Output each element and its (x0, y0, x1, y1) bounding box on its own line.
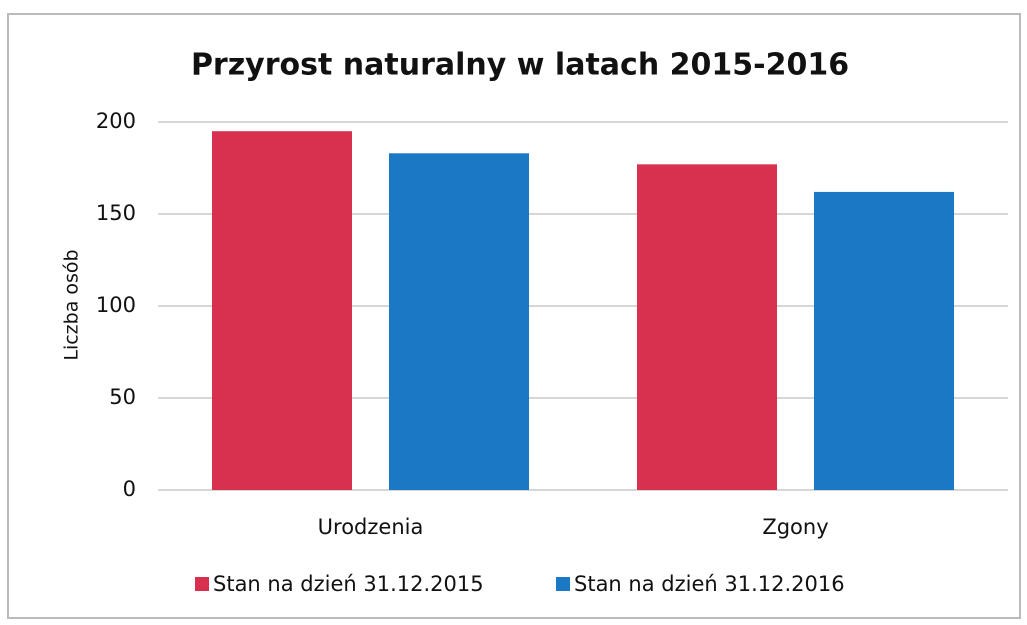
y-tick-label: 50 (109, 385, 136, 409)
y-tick-label: 0 (123, 477, 136, 501)
legend-swatch (556, 577, 570, 591)
bar (814, 191, 954, 491)
x-tick-label: Urodzenia (318, 515, 424, 539)
legend-label: Stan na dzień 31.12.2016 (574, 572, 845, 596)
bar (637, 164, 777, 490)
bar (212, 131, 352, 490)
legend-label: Stan na dzień 31.12.2015 (213, 572, 484, 596)
bar (389, 153, 529, 490)
y-tick-label: 100 (96, 293, 136, 317)
chart-title: Przyrost naturalny w latach 2015-2016 (191, 48, 849, 83)
x-tick-label: Zgony (762, 515, 828, 539)
y-tick-label: 200 (96, 109, 136, 133)
y-tick-label: 150 (96, 201, 136, 225)
y-axis-label: Liczba osób (61, 249, 83, 360)
legend-swatch (195, 577, 209, 591)
